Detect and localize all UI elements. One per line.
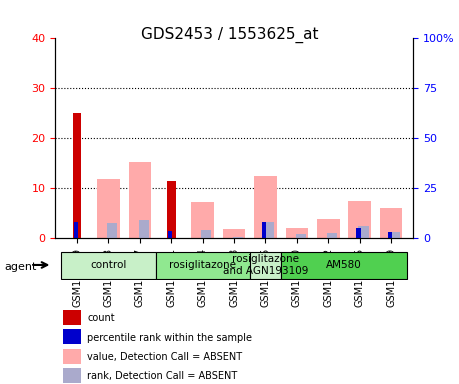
Bar: [388, 232, 392, 238]
Bar: [327, 233, 337, 238]
Text: rosiglitazone
and AGN193109: rosiglitazone and AGN193109: [223, 254, 308, 276]
Text: count: count: [87, 313, 115, 323]
Text: AM580: AM580: [326, 260, 362, 270]
Bar: [380, 208, 403, 238]
Text: percentile rank within the sample: percentile rank within the sample: [87, 333, 252, 343]
Bar: [63, 368, 81, 383]
Bar: [390, 232, 400, 238]
FancyBboxPatch shape: [62, 252, 156, 279]
Bar: [129, 162, 151, 238]
Bar: [356, 228, 361, 238]
Bar: [233, 237, 243, 238]
Bar: [254, 176, 277, 238]
Bar: [97, 179, 120, 238]
Bar: [191, 202, 214, 238]
FancyBboxPatch shape: [281, 252, 407, 279]
Bar: [317, 219, 340, 238]
Text: rank, Detection Call = ABSENT: rank, Detection Call = ABSENT: [87, 371, 238, 381]
Text: agent: agent: [5, 262, 37, 272]
Bar: [63, 349, 81, 364]
Bar: [168, 231, 172, 238]
Bar: [348, 201, 371, 238]
Bar: [262, 222, 266, 238]
Bar: [107, 223, 117, 238]
FancyBboxPatch shape: [250, 252, 281, 279]
Bar: [63, 329, 81, 344]
FancyBboxPatch shape: [156, 252, 250, 279]
Text: rosiglitazone: rosiglitazone: [169, 260, 236, 270]
Text: GDS2453 / 1553625_at: GDS2453 / 1553625_at: [141, 27, 318, 43]
Bar: [202, 230, 212, 238]
Bar: [285, 228, 308, 238]
Bar: [73, 113, 81, 238]
Text: value, Detection Call = ABSENT: value, Detection Call = ABSENT: [87, 352, 242, 362]
Text: control: control: [90, 260, 127, 270]
Bar: [167, 180, 176, 238]
Bar: [223, 229, 246, 238]
Bar: [73, 222, 78, 238]
Bar: [63, 310, 81, 325]
Bar: [358, 226, 369, 238]
Bar: [139, 220, 149, 238]
Bar: [296, 234, 306, 238]
Bar: [264, 222, 274, 238]
